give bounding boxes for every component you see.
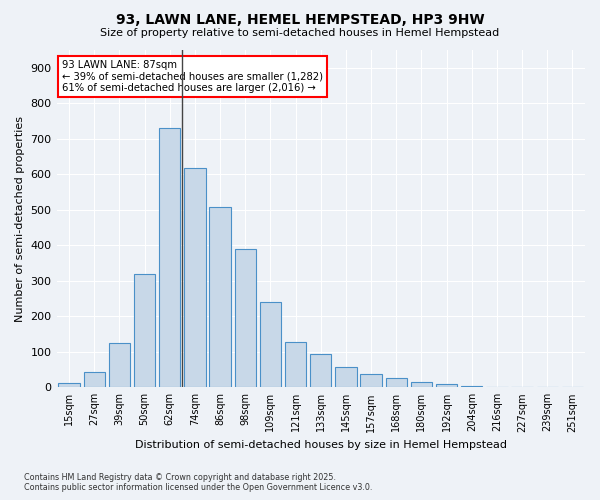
Bar [235,249,256,388]
Text: Size of property relative to semi-detached houses in Hemel Hempstead: Size of property relative to semi-detach… [100,28,500,38]
Text: Contains HM Land Registry data © Crown copyright and database right 2025.
Contai: Contains HM Land Registry data © Crown c… [24,473,373,492]
Bar [159,128,181,388]
Bar [285,342,307,388]
Bar [134,274,155,388]
Bar [58,382,80,388]
Text: 93 LAWN LANE: 87sqm
← 39% of semi-detached houses are smaller (1,282)
61% of sem: 93 LAWN LANE: 87sqm ← 39% of semi-detach… [62,60,323,94]
Bar [486,386,508,388]
Bar [184,168,206,388]
Bar [436,384,457,388]
Bar [411,382,432,388]
Text: 93, LAWN LANE, HEMEL HEMPSTEAD, HP3 9HW: 93, LAWN LANE, HEMEL HEMPSTEAD, HP3 9HW [116,12,484,26]
Bar [335,367,356,388]
Bar [310,354,331,388]
Bar [361,374,382,388]
Bar [386,378,407,388]
Bar [260,302,281,388]
Bar [83,372,105,388]
Y-axis label: Number of semi-detached properties: Number of semi-detached properties [15,116,25,322]
Bar [461,386,482,388]
Bar [109,343,130,388]
X-axis label: Distribution of semi-detached houses by size in Hemel Hempstead: Distribution of semi-detached houses by … [135,440,507,450]
Bar [209,207,231,388]
